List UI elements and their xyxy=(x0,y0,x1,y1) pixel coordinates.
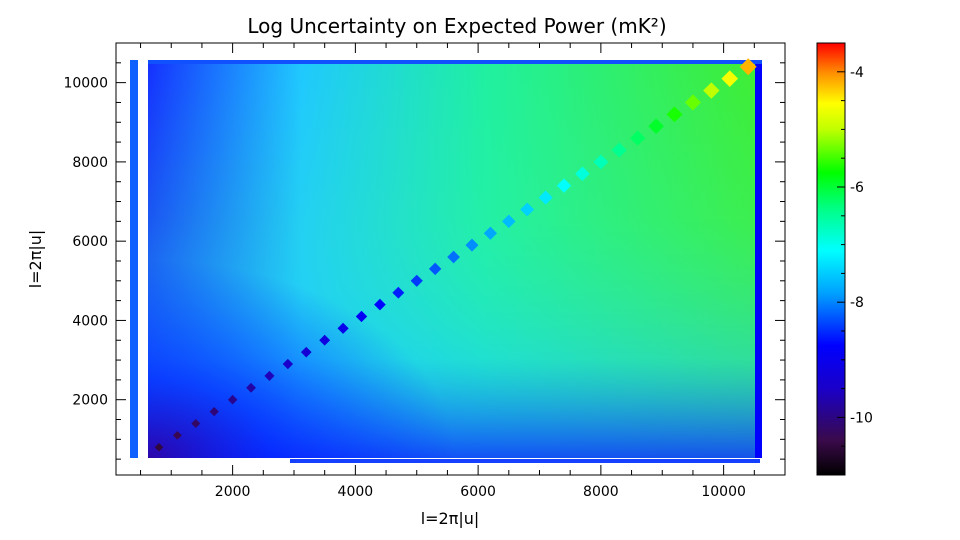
x-tick-label: 10000 xyxy=(701,484,746,500)
heatmap-right-edge xyxy=(755,60,762,458)
colorbar-tick-label: -10 xyxy=(850,410,873,426)
diagonal-cell xyxy=(374,298,386,311)
x-axis-label: l=2π|u| xyxy=(421,509,480,528)
diagonal-cell xyxy=(684,94,702,111)
diagonal-cell xyxy=(483,226,498,240)
colorbar-tick-label: -8 xyxy=(850,295,864,311)
x-tick-label: 6000 xyxy=(460,484,496,500)
diagonal-cell xyxy=(703,82,720,99)
diagonal-cell xyxy=(410,274,423,287)
diagonal-cell xyxy=(246,382,256,393)
diagonal-cell xyxy=(447,250,460,264)
diagonal-cell xyxy=(337,322,349,334)
chart-title: Log Uncertainty on Expected Power (mK²) xyxy=(247,14,666,38)
y-tick-label: 10000 xyxy=(63,76,108,92)
diagonal-cell xyxy=(428,262,442,276)
plot-frame xyxy=(115,42,786,476)
diagonal-cell xyxy=(300,346,312,358)
colorbar-tick-label: -4 xyxy=(850,65,864,81)
diagonal-cell xyxy=(282,358,294,370)
diagonal-cell xyxy=(154,443,164,452)
colorbar: -4 -6 -8 -10 xyxy=(816,42,873,476)
heatmap-top-edge xyxy=(148,60,762,64)
diagonal-cell xyxy=(209,406,219,417)
diagonal-cell xyxy=(666,106,683,123)
diagonal-cells xyxy=(154,58,757,452)
x-axis: 2000 4000 6000 8000 10000 xyxy=(140,43,755,500)
diagonal-cell xyxy=(465,238,479,252)
diagonal-cell xyxy=(575,166,590,182)
diagonal-cell xyxy=(721,70,739,88)
y-tick-label: 6000 xyxy=(72,234,108,250)
heatmap-left-strip xyxy=(130,60,138,458)
y-axis-label: l=2π|u| xyxy=(26,230,45,289)
diagonal-cell xyxy=(355,310,368,323)
diagonal-cell xyxy=(173,430,182,440)
y-tick-label: 4000 xyxy=(72,313,108,329)
y-tick-label: 2000 xyxy=(72,393,108,409)
x-tick-label: 2000 xyxy=(215,484,251,500)
diagonal-cell xyxy=(502,214,516,229)
colorbar-frame xyxy=(816,42,846,476)
diagonal-cell xyxy=(556,178,572,193)
heatmap-bottom-strip xyxy=(290,459,760,463)
diagonal-cell xyxy=(538,190,553,205)
x-tick-label: 4000 xyxy=(338,484,374,500)
colorbar-gradient xyxy=(817,43,845,475)
diagonal-cell xyxy=(392,286,405,299)
colorbar-axis: -4 -6 -8 -10 xyxy=(837,42,873,476)
diagonal-cell xyxy=(227,394,238,405)
y-tick-label: 8000 xyxy=(72,155,108,171)
diagonal-cell xyxy=(264,370,275,381)
diagonal-cell xyxy=(520,202,535,217)
x-tick-label: 8000 xyxy=(583,484,619,500)
y-axis: 2000 4000 6000 8000 10000 xyxy=(63,62,785,460)
colorbar-tick-label: -6 xyxy=(850,180,864,196)
diagonal-cell xyxy=(593,154,609,170)
diagonal-cell xyxy=(739,58,757,76)
diagonal-cell xyxy=(191,418,201,428)
heatmap-field xyxy=(130,58,762,463)
